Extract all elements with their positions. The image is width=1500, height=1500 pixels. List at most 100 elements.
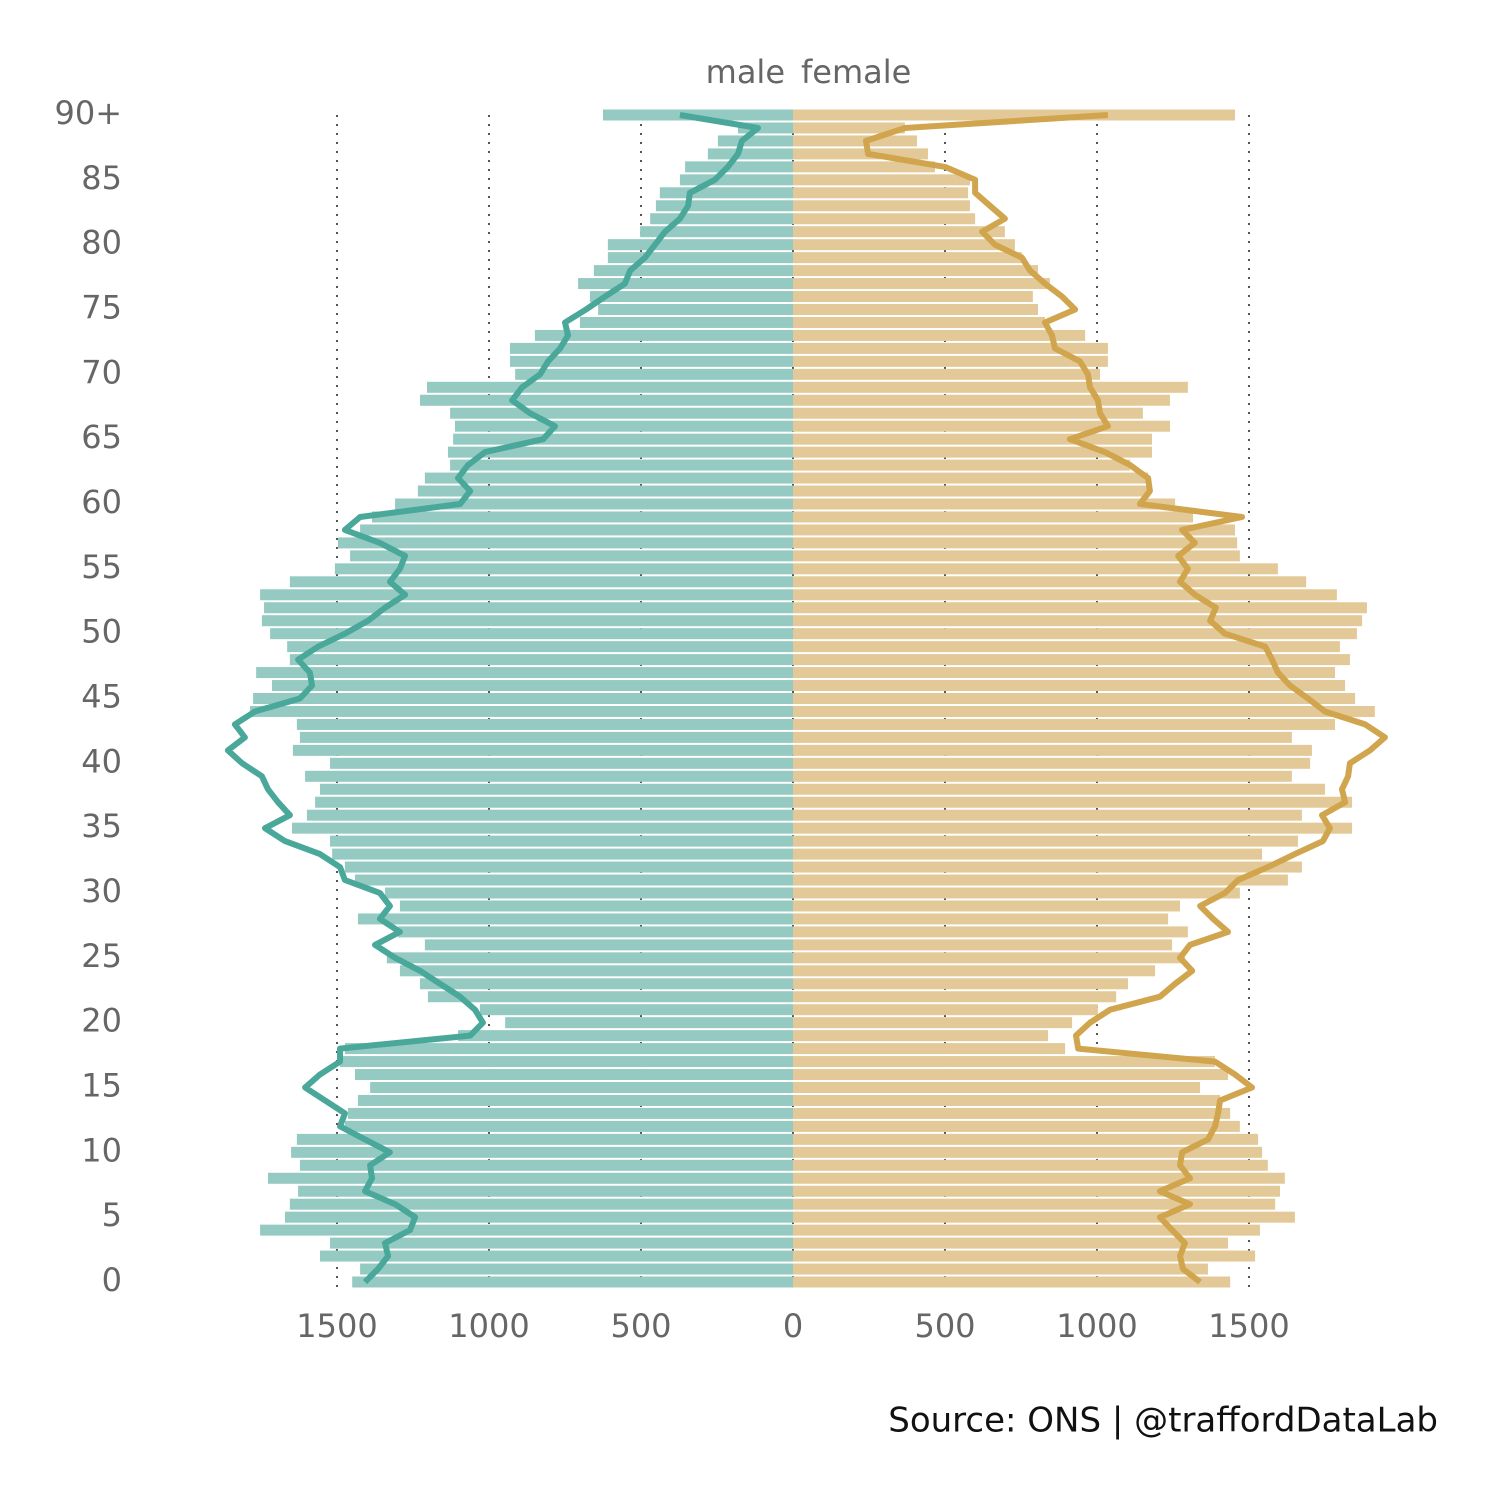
- bar: [793, 861, 1302, 873]
- y-tick-label: 40: [81, 742, 122, 780]
- bar: [386, 952, 793, 964]
- bar: [385, 887, 793, 899]
- bar: [793, 498, 1176, 510]
- bar: [271, 680, 794, 692]
- bar: [360, 1263, 793, 1275]
- bar: [607, 239, 793, 251]
- bar: [793, 433, 1153, 445]
- bar: [707, 148, 793, 160]
- bar: [793, 135, 918, 147]
- bar: [655, 200, 793, 212]
- y-tick-label: 5: [102, 1196, 122, 1234]
- bar: [793, 1043, 1066, 1055]
- bar: [793, 291, 1033, 303]
- bar: [793, 705, 1375, 717]
- bar: [352, 1276, 793, 1288]
- bar: [399, 900, 793, 912]
- bar: [793, 187, 969, 199]
- bar: [793, 822, 1353, 834]
- bar: [793, 148, 928, 160]
- comparison-line: [863, 112, 1388, 1285]
- bar: [679, 174, 793, 186]
- bar: [299, 731, 793, 743]
- bar: [793, 693, 1356, 704]
- bar: [296, 1133, 793, 1145]
- bar: [453, 433, 793, 445]
- bar: [395, 498, 793, 510]
- bar: [793, 394, 1170, 406]
- bar: [793, 1198, 1276, 1210]
- bar: [354, 874, 793, 886]
- bar: [287, 641, 793, 653]
- bar: [793, 1172, 1285, 1184]
- bar: [793, 1030, 1049, 1042]
- bar: [793, 329, 1086, 341]
- bar: [298, 1185, 793, 1197]
- y-tick-label: 20: [81, 1002, 122, 1040]
- bar: [419, 394, 793, 406]
- bar: [315, 796, 793, 808]
- bar: [357, 1094, 793, 1106]
- x-tick-label: 1000: [448, 1307, 529, 1345]
- bar: [793, 420, 1170, 432]
- x-tick-label: 500: [610, 1307, 671, 1345]
- bar: [793, 161, 935, 173]
- bar: [340, 1056, 793, 1068]
- bar: [593, 265, 793, 277]
- bar: [793, 239, 1015, 251]
- bar: [793, 1237, 1229, 1249]
- bar: [793, 174, 970, 186]
- bar: [579, 316, 793, 328]
- bar: [793, 965, 1156, 977]
- bar: [640, 226, 793, 238]
- y-tick-label: 10: [81, 1131, 122, 1169]
- bar: [253, 693, 793, 704]
- bar: [793, 1159, 1268, 1171]
- bar: [793, 472, 1149, 484]
- bar: [793, 1211, 1295, 1223]
- bar: [332, 848, 793, 860]
- bar: [793, 900, 1180, 912]
- bar: [659, 187, 793, 199]
- bar: [793, 109, 1236, 121]
- y-tick-label: 45: [81, 678, 122, 716]
- bar: [264, 602, 793, 614]
- bar: [793, 1056, 1215, 1068]
- bar: [793, 680, 1346, 692]
- y-tick-label: 75: [81, 289, 122, 327]
- bar: [793, 563, 1278, 575]
- bar: [793, 446, 1153, 458]
- y-tick-label: 85: [81, 159, 122, 197]
- bar: [793, 926, 1188, 938]
- bar: [292, 744, 793, 756]
- bar: [424, 472, 793, 484]
- bar: [296, 718, 793, 730]
- bar: [291, 1146, 793, 1158]
- bar: [398, 926, 793, 938]
- bar: [450, 407, 793, 419]
- bar: [793, 355, 1108, 367]
- bar: [793, 1120, 1240, 1132]
- bar: [793, 1146, 1263, 1158]
- bar: [793, 991, 1117, 1003]
- bar: [685, 161, 793, 173]
- bar: [737, 122, 793, 134]
- y-tick-label: 50: [81, 613, 122, 651]
- bar: [419, 978, 793, 990]
- bar: [793, 252, 1022, 264]
- x-tick-label: 0: [783, 1307, 803, 1345]
- bar: [299, 1159, 793, 1171]
- bar: [344, 861, 793, 873]
- bar: [793, 783, 1325, 795]
- bar: [357, 913, 793, 925]
- bar: [305, 770, 793, 782]
- bar: [793, 718, 1336, 730]
- bar: [260, 1224, 793, 1236]
- bar: [250, 705, 793, 717]
- bar: [598, 304, 793, 315]
- bar: [793, 1082, 1201, 1093]
- bar: [793, 628, 1357, 640]
- bar: [793, 459, 1131, 471]
- bar: [793, 265, 1039, 277]
